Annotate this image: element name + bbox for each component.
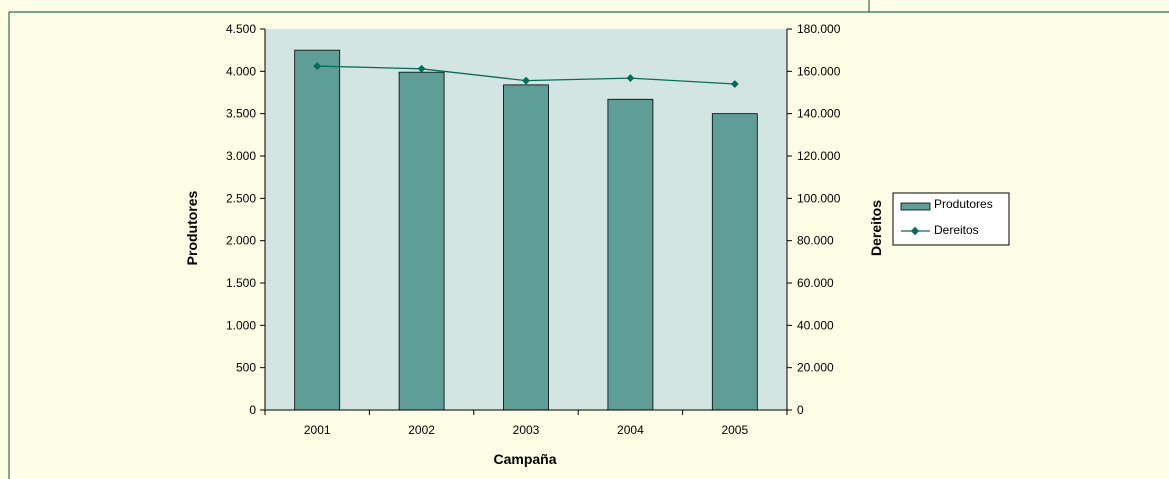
right-tick-label: 140.000 [797,107,841,121]
bar-series-produtores [294,49,758,411]
x-tick-label-2002: 2002 [408,423,435,437]
bar-produtores-2004 [607,98,654,411]
point-dereitos-2005 [730,80,739,88]
left-tick-label: 0 [249,403,256,417]
right-tick-label: 80.000 [797,234,834,248]
left-tick-label: 3.500 [226,107,256,121]
point-dereitos-2002 [417,64,426,73]
point-dereitos-2003 [522,76,530,85]
left-axis-ticks: 0 500 1.000 1.500 2.000 2.500 3.000 3.500 4.000 4… [226,22,265,417]
x-tick-label-2003: 2003 [513,423,540,437]
point-dereitos-2001 [313,62,322,70]
left-tick-label: 2.000 [226,234,256,248]
x-tick-label-2004: 2004 [617,423,644,437]
legend-label-produtores: Produtores [934,197,993,211]
x-tick-label-2001: 2001 [304,423,331,437]
bar-produtores-2003 [503,84,549,411]
left-axis-title: Produtores [184,190,200,265]
left-tick-label: 1.000 [226,318,256,332]
point-dereitos-2004 [626,74,635,83]
right-tick-label: 40.000 [797,318,834,332]
right-tick-label: 160.000 [797,64,841,78]
left-tick-label: 2.500 [226,191,256,205]
x-axis-title: Campaña [493,451,556,467]
left-tick-label: 3.000 [226,149,256,163]
right-tick-label: 20.000 [797,361,834,375]
right-axis-title: Dereitos [868,200,884,256]
left-tick-label: 1.500 [226,276,256,290]
legend: Produtores Dereitos [892,192,1010,246]
right-axis-ticks: 0 20.000 40.000 60.000 80.000 100.000 120.000 1… [787,22,841,417]
line-series-dereitos [313,62,739,88]
left-tick-label: 4.000 [226,64,256,78]
x-tick-label-2005: 2005 [721,423,748,437]
frame-borders [8,0,1169,479]
right-tick-label: 100.000 [797,191,841,205]
right-tick-label: 60.000 [797,276,834,290]
legend-marker-dereitos [910,226,920,236]
bar-produtores-2001 [294,49,341,411]
bar-produtores-2005 [711,113,758,411]
left-tick-label: 4.500 [226,22,256,36]
bar-produtores-2002 [398,71,445,411]
legend-label-dereitos: Dereitos [934,223,979,237]
x-axis-ticks: 2001 2002 2003 2004 2005 [264,410,788,437]
right-tick-label: 120.000 [797,149,841,163]
left-tick-label: 500 [236,361,256,375]
legend-box [892,192,1010,246]
right-tick-label: 0 [797,403,804,417]
legend-swatch-produtores [900,202,931,211]
right-tick-label: 180.000 [797,22,841,36]
axes [264,29,788,411]
